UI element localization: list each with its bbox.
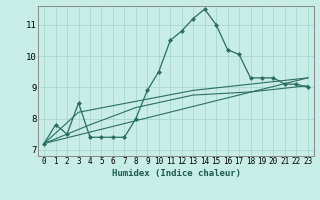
X-axis label: Humidex (Indice chaleur): Humidex (Indice chaleur) bbox=[111, 169, 241, 178]
